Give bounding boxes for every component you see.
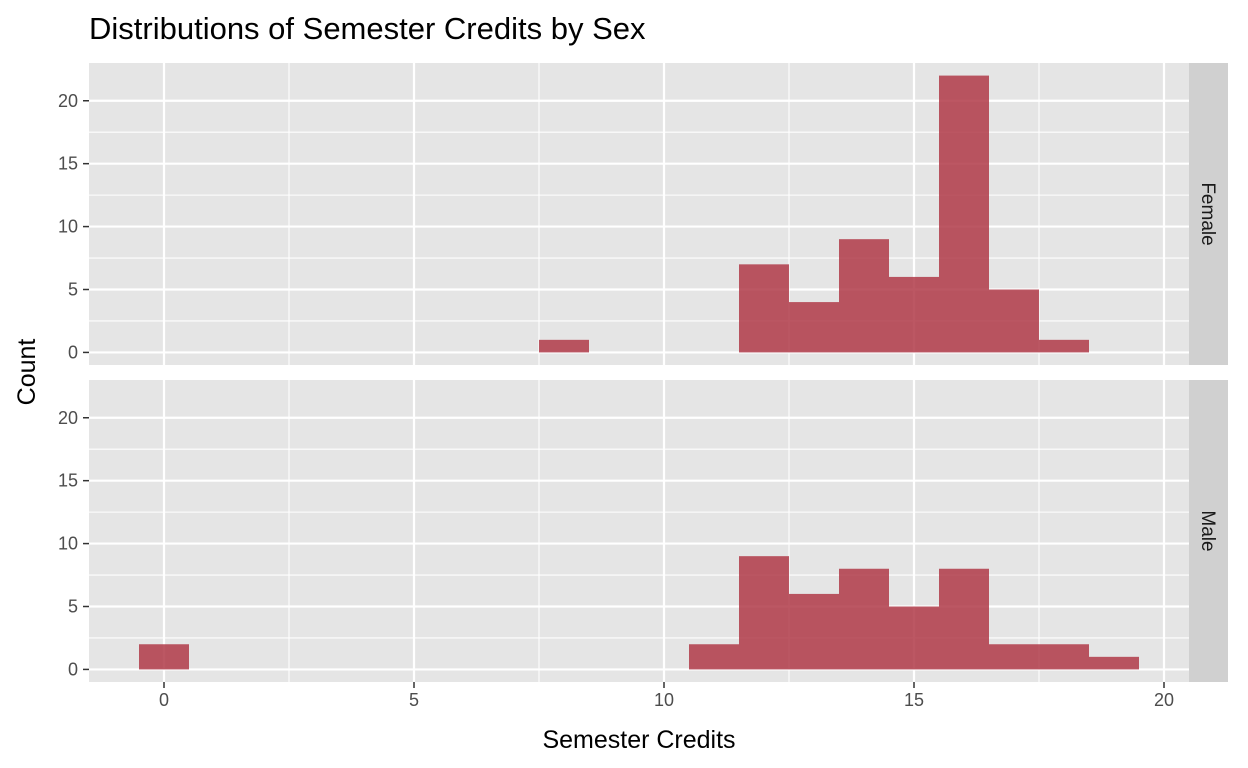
minor-gridlines (89, 380, 1189, 682)
minor-gridlines (89, 63, 1189, 365)
y-tick-label: 15 (58, 154, 78, 174)
major-gridlines (89, 63, 1189, 365)
histogram-bars (539, 75, 1089, 353)
histogram-bar (539, 339, 589, 353)
y-tick-label: 20 (58, 408, 78, 428)
histogram-bar (1039, 644, 1089, 670)
x-tick-label: 15 (904, 690, 924, 710)
y-tick-label: 5 (68, 597, 78, 617)
facet-label: Female (1197, 182, 1218, 245)
histogram-bar (889, 606, 939, 670)
y-axis: 0 5 10 15 20 (58, 91, 89, 362)
histogram-bar (839, 239, 889, 353)
facet-strip (1189, 380, 1228, 682)
y-tick-label: 10 (58, 217, 78, 237)
chart-title: Distributions of Semester Credits by Sex (89, 11, 646, 46)
x-tick-label: 5 (409, 690, 419, 710)
y-tick-label: 15 (58, 471, 78, 491)
y-tick-label: 5 (68, 280, 78, 300)
histogram-bar (1089, 656, 1139, 670)
facet-panel-male: 0 5 10 15 20 Male (58, 380, 1228, 682)
histogram-bar (789, 302, 839, 353)
histogram-bar (139, 644, 189, 670)
y-tick-label: 10 (58, 534, 78, 554)
histogram-bar (1039, 339, 1089, 353)
histogram-bar (689, 644, 739, 670)
histogram-bars (139, 556, 1139, 670)
histogram-bar (789, 593, 839, 670)
y-axis: 0 5 10 15 20 (58, 408, 89, 679)
histogram-bar (989, 644, 1039, 670)
histogram-bar (939, 568, 989, 670)
x-axis: 0 5 10 15 20 (159, 682, 1174, 710)
histogram-bar (989, 289, 1039, 353)
panel-background (89, 380, 1189, 682)
y-tick-label: 0 (68, 659, 78, 679)
histogram-bar (839, 568, 889, 670)
x-tick-label: 0 (159, 690, 169, 710)
x-axis-title: Semester Credits (542, 726, 735, 754)
facet-label: Male (1197, 510, 1218, 551)
histogram-bar (889, 276, 939, 353)
histogram-bar (739, 264, 789, 353)
y-axis-title: Count (13, 339, 41, 406)
x-tick-label: 20 (1154, 690, 1174, 710)
y-tick-label: 0 (68, 342, 78, 362)
histogram-bar (739, 556, 789, 670)
facet-panel-female: 0 5 10 15 20 Female (58, 63, 1228, 365)
y-tick-label: 20 (58, 91, 78, 111)
facet-strip (1189, 63, 1228, 365)
histogram-bar (939, 75, 989, 353)
x-tick-label: 10 (654, 690, 674, 710)
